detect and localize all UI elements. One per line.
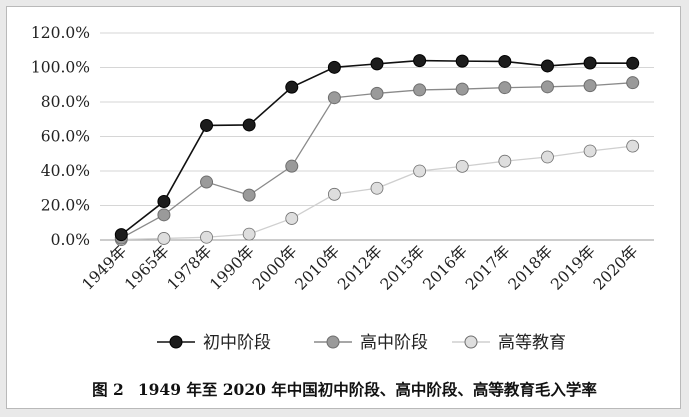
series-line [120, 82, 633, 239]
data-point [285, 159, 299, 173]
x-tick-label: 2019年 [547, 242, 599, 294]
data-point [327, 187, 341, 201]
data-point [498, 54, 512, 68]
legend-label: 高等教育 [498, 333, 566, 353]
data-point [413, 164, 427, 178]
data-point [540, 59, 554, 73]
figure-number: 图 2 [92, 380, 124, 399]
x-tick-label: 2012年 [334, 242, 386, 294]
x-tick-label: 1990年 [206, 242, 258, 294]
legend-marker [326, 335, 340, 349]
data-point [455, 159, 469, 173]
data-point [242, 227, 256, 241]
x-tick-label: 2010年 [292, 242, 344, 294]
data-point [583, 56, 597, 70]
y-tick-label: 20.0% [41, 197, 90, 215]
x-tick-label: 2020年 [590, 242, 642, 294]
x-tick-label: 1949年 [79, 242, 131, 294]
data-point [413, 83, 427, 97]
data-point [370, 181, 384, 195]
x-tick-label: 2017年 [462, 242, 514, 294]
data-point [370, 86, 384, 100]
y-tick-label: 120.0% [31, 24, 90, 42]
data-point [626, 76, 640, 90]
y-tick-label: 0.0% [51, 231, 90, 249]
data-point [626, 56, 640, 70]
data-point [455, 54, 469, 68]
y-tick-label: 80.0% [41, 93, 90, 111]
y-tick-label: 100.0% [31, 59, 90, 77]
data-point [498, 154, 512, 168]
data-point [583, 144, 597, 158]
x-tick-label: 2000年 [249, 242, 301, 294]
data-point [413, 54, 427, 68]
figure-title: 1949 年至 2020 年中国初中阶段、高中阶段、高等教育毛入学率 [137, 380, 597, 399]
data-point [157, 208, 171, 222]
data-point [200, 118, 214, 132]
data-point [541, 150, 554, 164]
data-point [242, 118, 256, 132]
y-tick-label: 60.0% [41, 128, 90, 146]
data-point [455, 82, 469, 96]
data-point [157, 232, 171, 245]
data-point [327, 60, 341, 74]
data-point [626, 139, 640, 153]
legend-marker [169, 335, 183, 349]
data-point [200, 175, 214, 189]
figure-caption: 图 2 1949 年至 2020 年中国初中阶段、高中阶段、高等教育毛入学率 [7, 378, 682, 400]
data-point [114, 228, 128, 242]
legend-label: 高中阶段 [360, 333, 428, 353]
x-tick-label: 1978年 [164, 242, 216, 294]
legend-marker [464, 335, 478, 349]
y-tick-label: 40.0% [41, 162, 90, 180]
data-point [200, 230, 213, 244]
data-point [285, 212, 299, 225]
line-chart: 0.0% 20.0% 40.0% 60.0% 80.0% 100.0% 120.0% 1949… [31, 24, 654, 353]
x-tick-label: 1965年 [121, 242, 173, 294]
x-tick-label: 2016年 [419, 242, 471, 294]
data-point [540, 80, 554, 94]
x-tick-label: 2018年 [505, 242, 557, 294]
data-point [370, 57, 384, 71]
data-point [327, 91, 341, 105]
data-point [583, 79, 597, 93]
data-point [285, 80, 299, 94]
x-tick-label: 2015年 [377, 242, 429, 294]
data-point [498, 81, 512, 95]
legend-label: 初中阶段 [203, 333, 271, 353]
figure-frame: 0.0% 20.0% 40.0% 60.0% 80.0% 100.0% 120.0% 1949… [6, 6, 681, 409]
data-point [157, 195, 171, 209]
data-point [242, 188, 256, 202]
